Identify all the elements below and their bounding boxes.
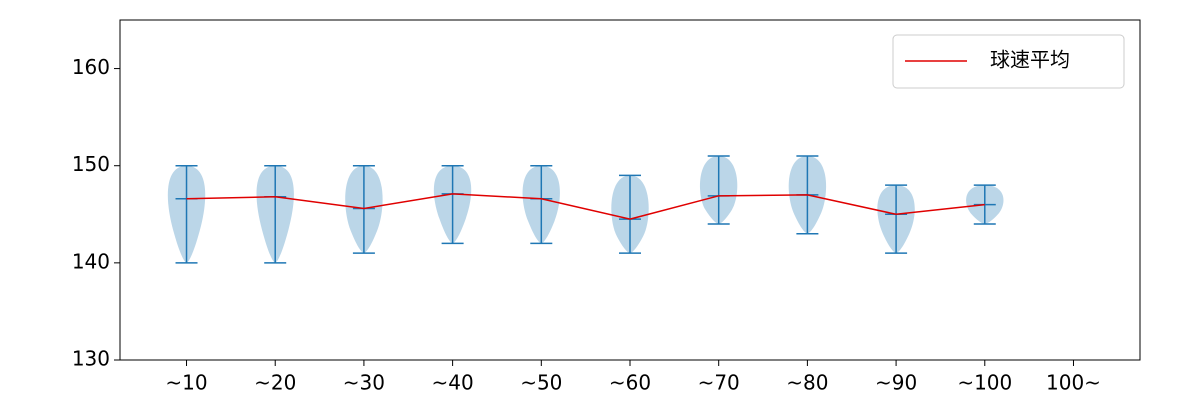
x-tick-label: ~80: [786, 371, 828, 395]
x-tick-label: ~10: [165, 371, 207, 395]
mean-line: [186, 193, 985, 220]
x-tick-label: ~100: [957, 371, 1012, 395]
x-tick-label: ~30: [343, 371, 385, 395]
x-tick-label: ~40: [431, 371, 473, 395]
x-tick-label: ~90: [875, 371, 917, 395]
x-tick-label: 100~: [1046, 371, 1101, 395]
x-tick-label: ~60: [609, 371, 651, 395]
legend-box: [892, 34, 1125, 89]
x-tick-label: ~50: [520, 371, 562, 395]
y-tick-label: 160: [72, 55, 110, 79]
x-tick-label: ~20: [254, 371, 296, 395]
legend: 球速平均: [892, 34, 1125, 89]
y-tick-label: 150: [72, 152, 110, 176]
y-tick-label: 140: [72, 249, 110, 273]
legend-label: 球速平均: [990, 48, 1070, 72]
y-tick-label: 130: [72, 347, 110, 371]
x-tick-label: ~70: [698, 371, 740, 395]
